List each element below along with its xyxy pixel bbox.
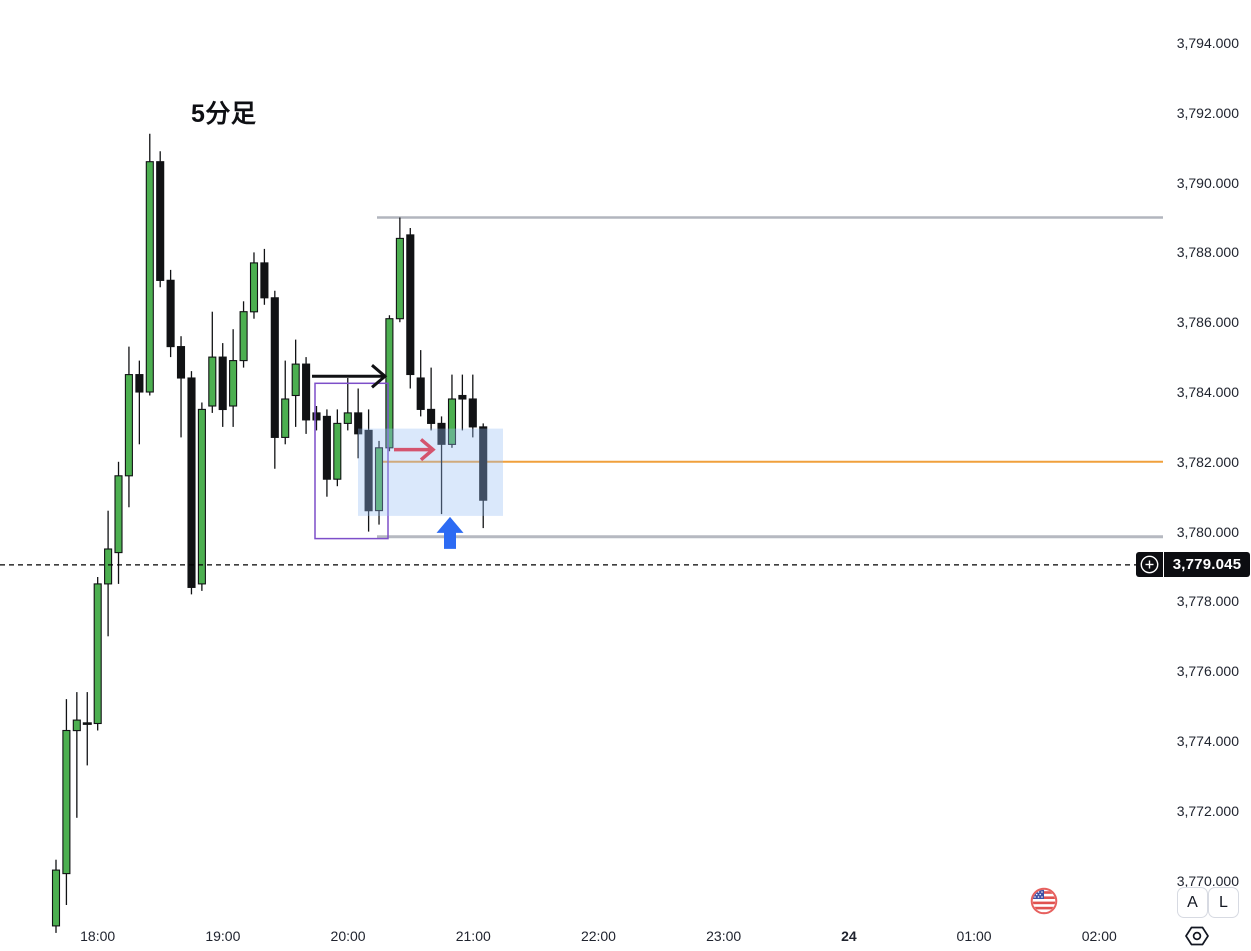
candle-17:45[interactable] [62,699,71,905]
price-axis-label: 3,792.000 [1176,104,1239,121]
drawing-annotations [0,364,1136,566]
price-axis-label: 3,776.000 [1176,663,1239,680]
candle-19:40[interactable] [302,357,311,434]
candle-17:40[interactable] [51,859,61,933]
candle-20:05[interactable] [354,388,363,459]
time-axis-label: 01:00 [956,928,992,944]
candle-18:40[interactable] [176,336,186,438]
settings-hexagon-icon [1185,926,1209,946]
candle-18:00[interactable] [93,577,102,731]
candle-19:00[interactable] [218,343,227,427]
candle-18:50[interactable] [197,402,206,591]
candle-18:30[interactable] [156,151,165,288]
candle-20:35[interactable] [416,350,425,417]
candle-19:25[interactable] [270,290,279,469]
candle-20:25[interactable] [395,217,404,323]
horizontal-level-lines [377,216,1163,539]
candle-20:10[interactable] [364,409,373,532]
candle-20:15[interactable] [374,440,384,525]
candle-19:20[interactable] [260,248,269,305]
candle-18:15[interactable] [124,346,133,508]
price-axis-label: 3,782.000 [1176,453,1239,470]
log-scale-button[interactable]: L [1208,887,1239,918]
price-axis-label: 3,784.000 [1176,384,1239,400]
candle-19:35[interactable] [291,339,300,427]
candle-18:55[interactable] [208,311,217,413]
candle-20:00[interactable] [343,378,352,431]
price-tag-divider [1163,552,1164,578]
time-axis-label: 22:00 [580,928,616,944]
blue-up-arrow[interactable] [436,516,464,549]
auto-scale-letter: A [1187,893,1198,911]
candle-18:35[interactable] [166,269,175,358]
candle-20:45[interactable] [437,416,446,515]
add-alert-plus-icon[interactable] [1136,555,1163,574]
blue-shaded-zone[interactable] [358,428,503,516]
price-axis-label: 3,788.000 [1176,244,1239,261]
chart-title-text-drawing[interactable]: 5分足 [191,100,257,128]
time-axis-label: 18:00 [80,928,116,944]
candle-18:45[interactable] [187,371,196,595]
us-flag-session-icon[interactable] [1029,886,1059,916]
candle-20:30[interactable] [406,228,415,389]
candle-19:10[interactable] [239,301,248,368]
candle-21:00[interactable] [468,374,477,438]
candle-18:10[interactable] [114,461,123,584]
candle-17:50[interactable] [72,692,81,818]
purple-outline-box[interactable] [314,382,389,540]
us-flag-icon [1030,887,1058,915]
price-axis-label: 3,774.000 [1176,733,1239,749]
candle-19:15[interactable] [249,252,259,319]
time-axis-label: 21:00 [455,928,491,944]
candle-20:55[interactable] [458,374,467,431]
log-scale-letter: L [1219,893,1228,911]
price-axis-label: 3,794.000 [1176,35,1239,51]
current-price-value: 3,779.045 [1172,556,1242,574]
current-price-label[interactable]: 3,779.045 [1136,552,1250,578]
time-axis-label: 19:00 [205,928,241,944]
price-axis-label: 3,778.000 [1176,593,1239,610]
candle-19:45[interactable] [312,406,321,431]
candles [51,133,488,933]
candle-18:20[interactable] [135,360,144,445]
circle-plus-icon [1140,556,1159,574]
candle-19:05[interactable] [229,329,238,427]
candle-18:25[interactable] [145,133,154,396]
price-axis-label: 3,790.000 [1176,174,1239,191]
price-axis-label: 3,772.000 [1176,802,1239,819]
red-right-arrow[interactable] [394,438,436,462]
time-axis-label: 23:00 [706,928,742,944]
candle-18:05[interactable] [104,510,113,637]
candle-20:50[interactable] [447,374,457,448]
candle-21:05[interactable] [479,423,488,529]
candle-17:55[interactable] [82,692,92,766]
time-axis-label: 20:00 [330,928,366,944]
candle-20:40[interactable] [427,367,436,431]
time-axis-label: 02:00 [1081,928,1117,944]
price-axis-label: 3,770.000 [1176,872,1239,889]
price-axis-label: 3,786.000 [1176,314,1239,331]
black-right-arrow[interactable] [312,364,388,389]
axis-settings-button[interactable] [1183,923,1213,949]
auto-scale-button[interactable]: A [1177,887,1208,918]
candle-19:30[interactable] [281,360,290,445]
candle-19:50[interactable] [322,409,331,497]
time-axis-label: 24 [841,928,857,944]
price-axis-label: 3,780.000 [1176,523,1239,540]
candle-19:55[interactable] [333,409,342,487]
